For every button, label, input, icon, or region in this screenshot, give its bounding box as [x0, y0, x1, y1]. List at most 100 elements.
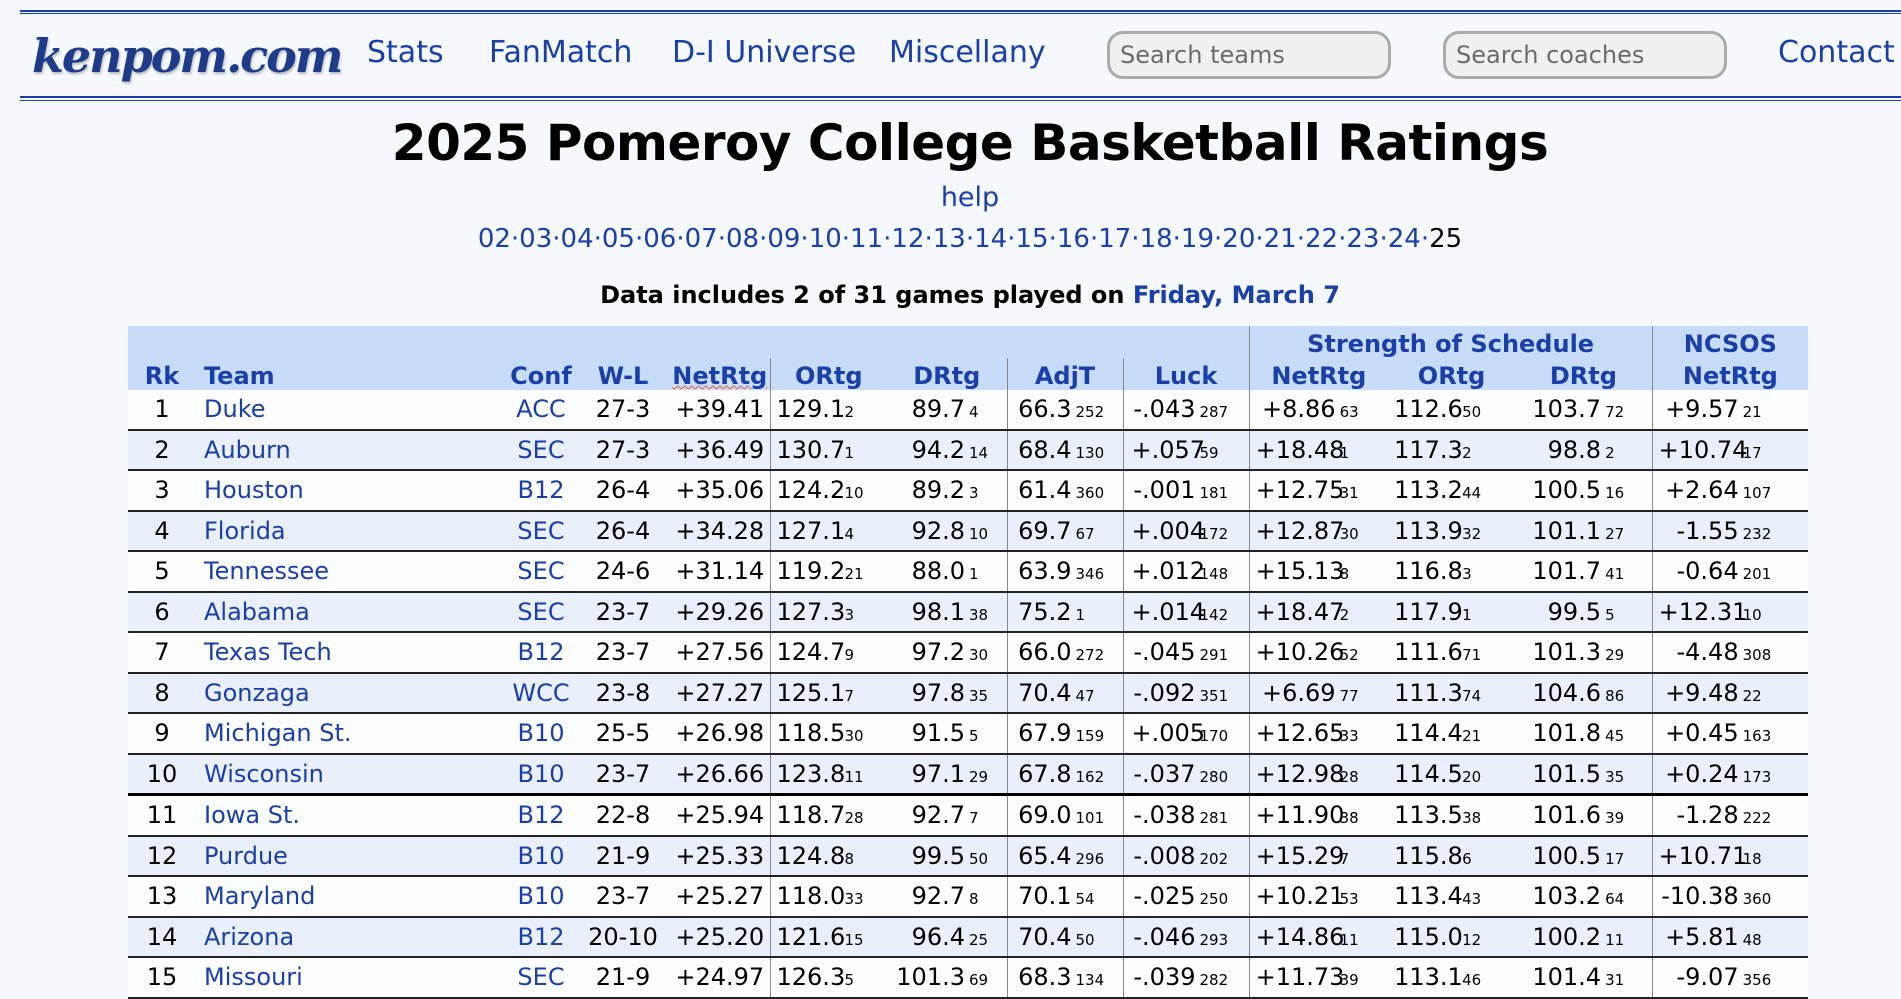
sos-netrtg-rank: 7: [1339, 849, 1350, 868]
conf-link[interactable]: SEC: [517, 435, 565, 464]
year-link[interactable]: 15: [1015, 224, 1049, 254]
conf-link[interactable]: SEC: [517, 597, 565, 626]
conf-link[interactable]: WCC: [512, 678, 570, 707]
conf-link[interactable]: B10: [517, 882, 565, 911]
sos-drtg-rank: 45: [1605, 727, 1625, 746]
nav-d1-universe-link[interactable]: D-I Universe: [672, 35, 857, 70]
year-link[interactable]: 23: [1346, 224, 1380, 254]
sos-ortg-value: 113.4: [1394, 882, 1463, 911]
year-link[interactable]: 08: [725, 224, 760, 254]
team-link[interactable]: Gonzaga: [204, 678, 310, 707]
year-link[interactable]: 06: [643, 224, 677, 254]
year-link[interactable]: 22: [1305, 224, 1339, 254]
header-sos-netrtg[interactable]: NetRtg: [1248, 358, 1389, 390]
ncsos-netrtg-rank: 10: [1742, 605, 1762, 624]
table-row: 12 Purdue B10 21-9 +25.33 124.88 99.5 50 65.4 296…: [128, 835, 1809, 877]
team-link[interactable]: Iowa St.: [204, 801, 300, 830]
conf-link[interactable]: B12: [517, 638, 565, 667]
header-sos-drtg[interactable]: DRtg: [1515, 358, 1653, 390]
drtg-value: 89.7: [911, 395, 965, 424]
nav-miscellany-link[interactable]: Miscellany: [889, 35, 1046, 70]
conf-link[interactable]: B10: [517, 759, 565, 788]
team-link[interactable]: Duke: [204, 395, 266, 424]
year-link[interactable]: 19: [1180, 224, 1215, 254]
year-link[interactable]: 09: [767, 224, 801, 254]
header-luck[interactable]: Luck: [1122, 358, 1250, 390]
ortg-value: 126.3: [776, 963, 846, 992]
year-link[interactable]: 21: [1263, 224, 1297, 254]
team-link[interactable]: Wisconsin: [204, 759, 324, 788]
year-link[interactable]: 20: [1222, 224, 1256, 254]
year-separator: ·: [676, 224, 685, 254]
year-link[interactable]: 14: [974, 224, 1008, 254]
nav-stats-link[interactable]: Stats: [367, 35, 444, 70]
year-link[interactable]: 03: [519, 224, 553, 254]
team-link[interactable]: Texas Tech: [204, 638, 332, 667]
team-link[interactable]: Purdue: [204, 841, 288, 870]
team-link[interactable]: Florida: [204, 516, 286, 545]
team-link[interactable]: Missouri: [204, 963, 303, 992]
conf-link[interactable]: ACC: [516, 395, 566, 424]
year-link[interactable]: 16: [1056, 224, 1090, 254]
conf-link[interactable]: SEC: [517, 963, 565, 992]
team-link[interactable]: Tennessee: [204, 557, 330, 586]
team-link[interactable]: Michigan St.: [204, 719, 352, 748]
search-teams-input[interactable]: [1107, 31, 1391, 79]
sos-ortg-value: 114.4: [1394, 719, 1463, 748]
header-sos-ortg[interactable]: ORtg: [1388, 358, 1516, 390]
year-link[interactable]: 13: [932, 224, 966, 254]
data-note-date-link[interactable]: Friday, March 7: [1132, 281, 1340, 309]
year-link[interactable]: 04: [560, 224, 594, 254]
header-rule-top-thin: [20, 13, 1901, 14]
adjt-rank: 47: [1075, 686, 1095, 705]
year-link[interactable]: 18: [1139, 224, 1173, 254]
conf-link[interactable]: SEC: [517, 557, 565, 586]
team-link[interactable]: Maryland: [204, 882, 316, 911]
header-rk[interactable]: Rk: [128, 358, 196, 390]
year-link[interactable]: 11: [850, 224, 884, 254]
sos-ortg-rank: 74: [1462, 686, 1482, 705]
sos-netrtg-value: +10.26: [1255, 638, 1345, 667]
conf-link[interactable]: B12: [517, 801, 565, 830]
conf-link[interactable]: SEC: [517, 516, 565, 545]
conf-link[interactable]: B12: [517, 476, 565, 505]
header-team[interactable]: Team: [196, 358, 506, 390]
conf-link[interactable]: B10: [517, 719, 565, 748]
nav-fanmatch-link[interactable]: FanMatch: [489, 35, 633, 70]
search-coaches-input[interactable]: [1443, 31, 1727, 79]
adjt-rank: 134: [1075, 971, 1105, 990]
year-link[interactable]: 07: [684, 224, 718, 254]
sos-drtg-rank: 11: [1605, 930, 1625, 949]
ortg-value: 123.8: [776, 759, 846, 788]
nav-contact-link[interactable]: Contact: [1778, 35, 1895, 70]
wl-cell: 25-5: [595, 719, 651, 748]
header-wl[interactable]: W-L: [576, 358, 670, 390]
year-link[interactable]: 02: [477, 224, 511, 254]
header-netrtg[interactable]: NetRtg: [672, 362, 768, 390]
team-link[interactable]: Houston: [204, 476, 304, 505]
year-link[interactable]: 10: [808, 224, 842, 254]
conf-link[interactable]: B12: [517, 922, 565, 951]
netrtg-cell: +35.06: [675, 476, 765, 505]
header-ncsos-netrtg[interactable]: NetRtg: [1651, 358, 1809, 390]
luck-rank: 59: [1199, 443, 1219, 462]
team-link[interactable]: Alabama: [204, 597, 310, 626]
conf-link[interactable]: B10: [517, 841, 565, 870]
header-conf[interactable]: Conf: [506, 358, 576, 390]
year-link[interactable]: 12: [891, 224, 925, 254]
year-link[interactable]: 05: [601, 224, 635, 254]
season-year-links: 02·03·04·05·06·07·08·09·10·11·12·13·14·1…: [0, 224, 1901, 254]
header-drtg[interactable]: DRtg: [887, 358, 1007, 390]
header-sos-group: Strength of Schedule: [1248, 326, 1653, 358]
header-adjt[interactable]: AdjT: [1006, 358, 1123, 390]
sos-ortg-value: 111.6: [1394, 638, 1463, 667]
team-link[interactable]: Arizona: [204, 922, 295, 951]
site-logo[interactable]: kenpom.com: [32, 29, 343, 83]
year-link[interactable]: 17: [1098, 224, 1132, 254]
header-ortg[interactable]: ORtg: [769, 358, 887, 390]
adjt-value: 66.0: [1018, 638, 1072, 667]
team-link[interactable]: Auburn: [204, 435, 291, 464]
sos-ortg-rank: 20: [1462, 767, 1482, 786]
year-link[interactable]: 24: [1387, 224, 1421, 254]
help-link[interactable]: help: [940, 182, 1000, 213]
